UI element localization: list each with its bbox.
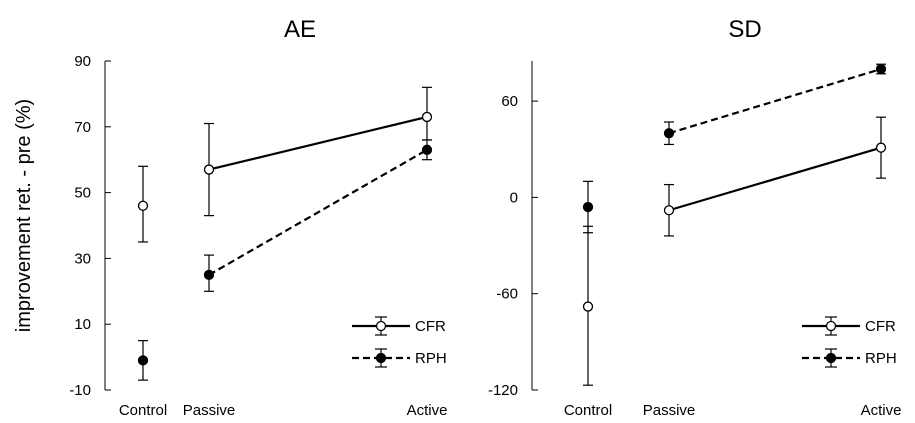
legend-label-0-0: CFR [415, 318, 446, 335]
legend-marker-0-0 [375, 320, 387, 332]
y-tick-label-0-3: 50 [74, 185, 91, 202]
chart-title-1: SD [728, 16, 761, 43]
data-point-1-0-1 [663, 205, 675, 216]
y-tick-label-1-0: -120 [488, 382, 518, 399]
data-point-1-0-0 [582, 301, 594, 312]
series-line-1-0 [668, 146, 882, 212]
y-tick-label-0-5: 90 [74, 53, 91, 70]
y-tick-label-0-2: 30 [74, 250, 91, 267]
series-line-1-1 [668, 67, 882, 135]
data-point-0-1-1 [203, 269, 215, 281]
legend-marker-0-1 [375, 352, 387, 364]
data-point-1-0-2 [875, 142, 887, 153]
series-line-0-0 [208, 115, 428, 171]
data-point-1-1-1 [663, 128, 675, 139]
data-point-0-1-2 [421, 144, 433, 155]
series-line-0-1 [208, 148, 428, 276]
data-point-0-0-0 [137, 200, 149, 211]
y-tick-label-0-4: 70 [74, 119, 91, 136]
x-tick-label-1-2: Active [861, 402, 902, 419]
legend-marker-1-0 [825, 320, 837, 332]
y-tick-label-0-0: -10 [69, 382, 91, 399]
data-point-0-0-1 [203, 164, 215, 175]
x-tick-label-1-1: Passive [643, 402, 696, 419]
y-tick-label-1-2: 0 [510, 189, 518, 206]
x-tick-label-0-1: Passive [183, 402, 236, 419]
legend-marker-1-1 [825, 352, 837, 364]
data-point-1-1-0 [582, 201, 594, 213]
data-point-0-1-0 [137, 355, 149, 366]
data-point-0-0-2 [421, 111, 433, 123]
y-tick-label-0-1: 10 [74, 316, 91, 333]
x-tick-label-0-0: Control [119, 402, 167, 419]
chart-title-0: AE [284, 16, 316, 43]
legend-label-0-1: RPH [415, 350, 447, 367]
data-point-1-1-2 [875, 63, 887, 75]
x-tick-label-0-2: Active [407, 402, 448, 419]
legend-label-1-0: CFR [865, 318, 896, 335]
x-tick-label-1-0: Control [564, 402, 612, 419]
y-axis-label-0: improvement ret. - pre (%) [13, 99, 35, 332]
y-tick-label-1-3: 60 [501, 93, 518, 110]
legend-label-1-1: RPH [865, 350, 897, 367]
y-tick-label-1-1: -60 [496, 286, 518, 303]
